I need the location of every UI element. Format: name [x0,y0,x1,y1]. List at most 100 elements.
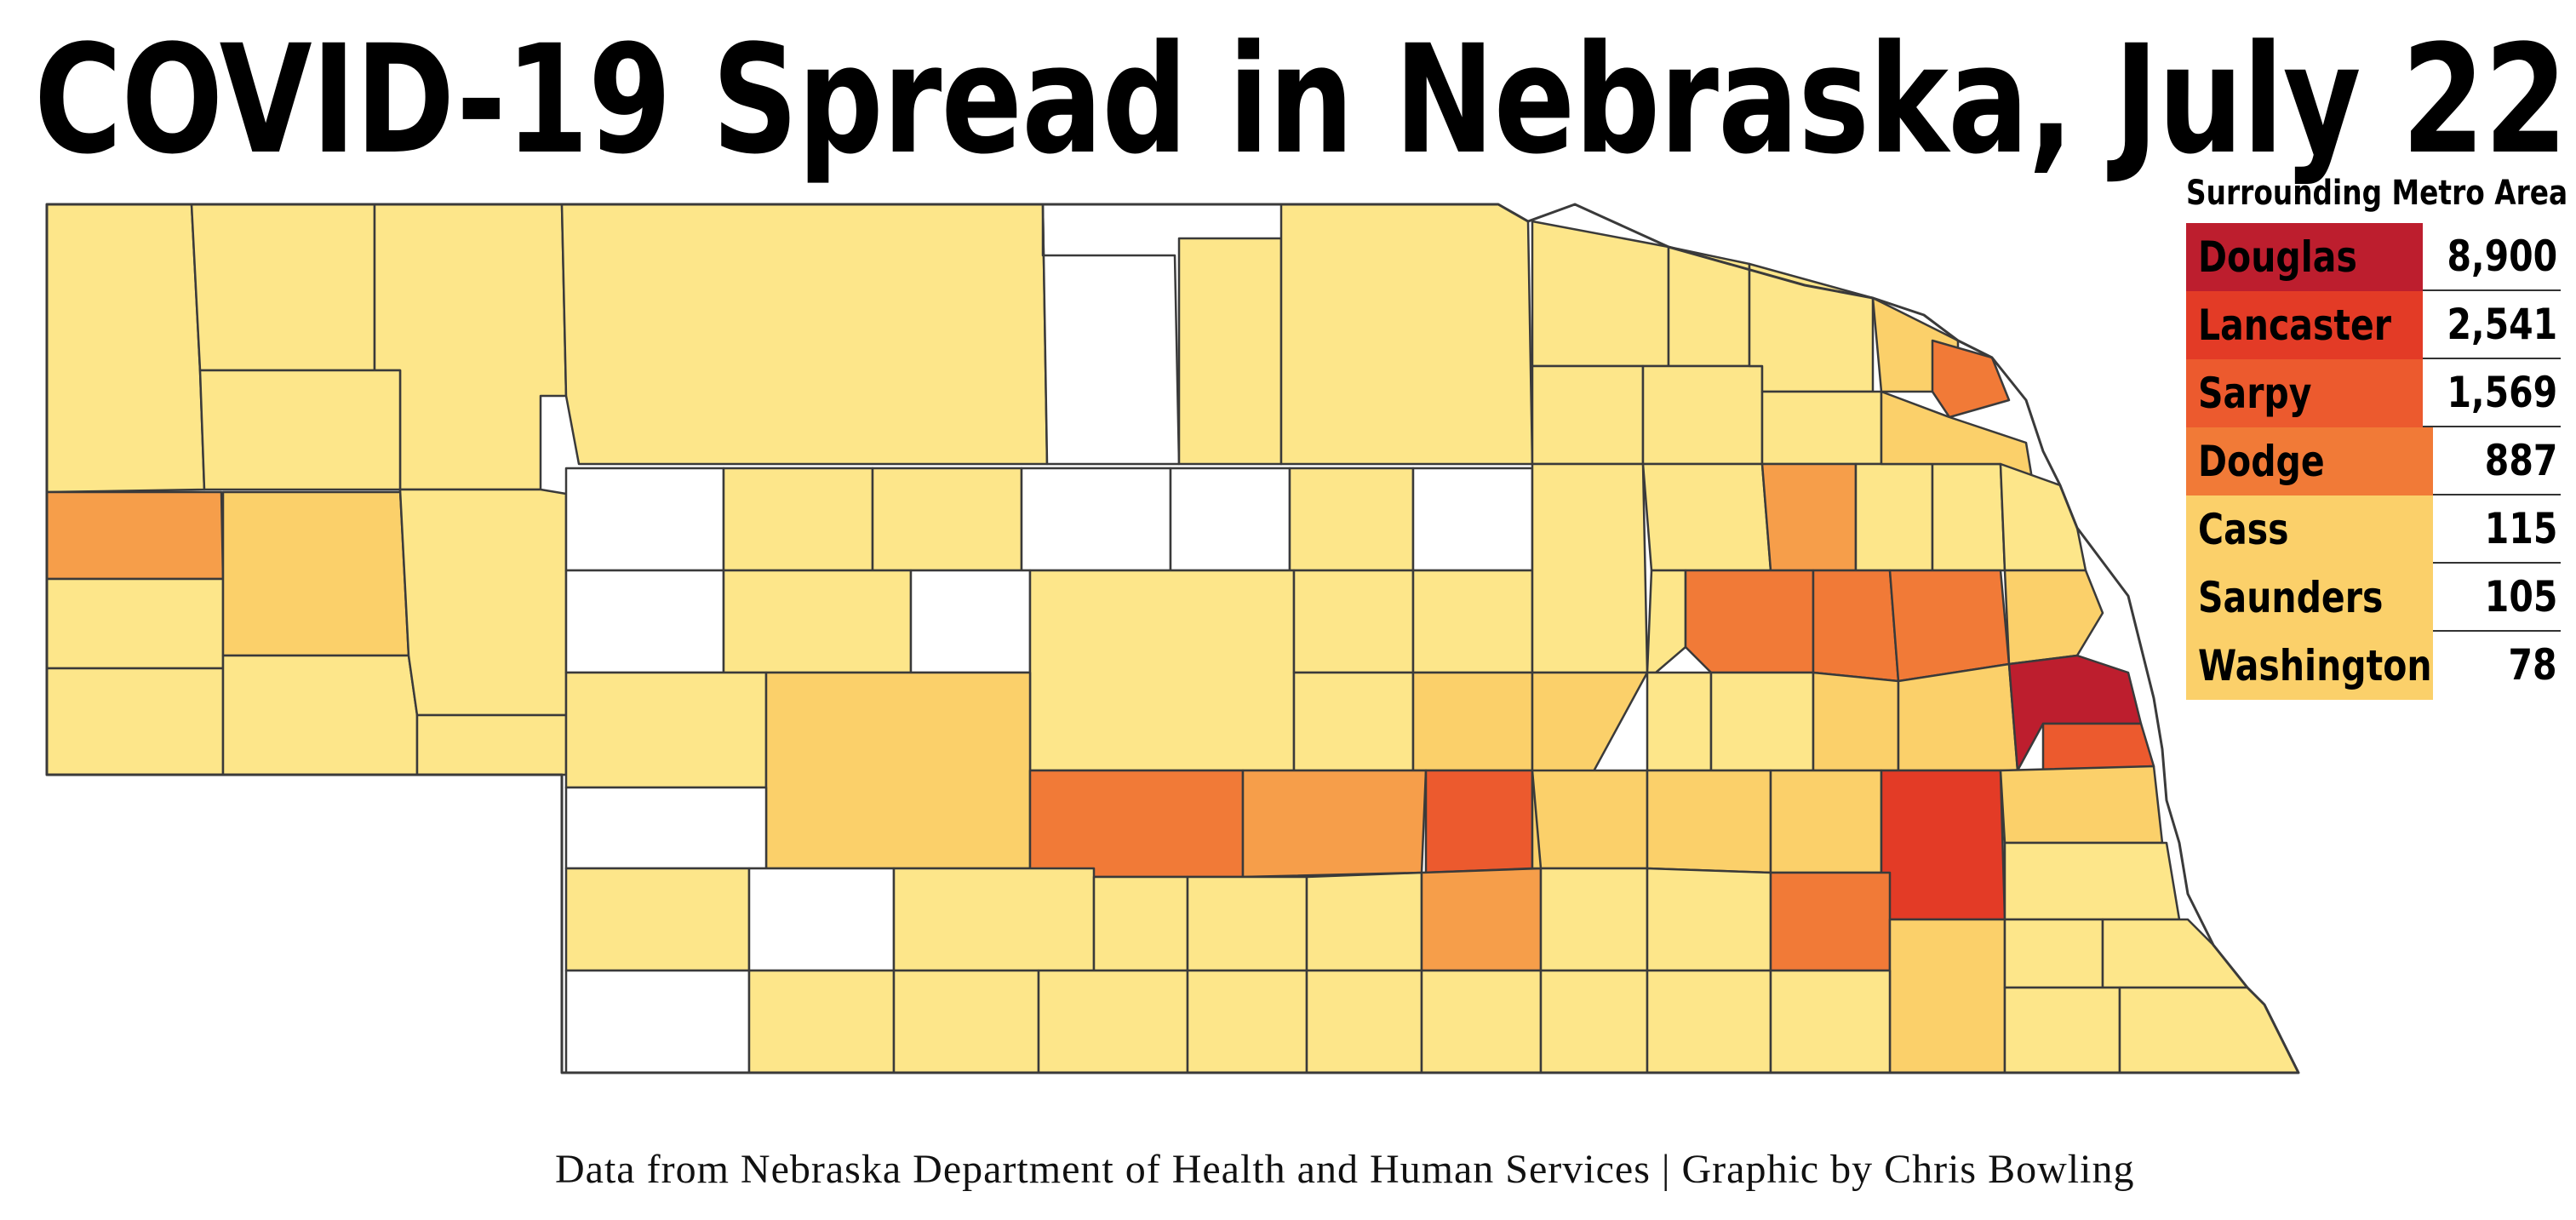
metro-county-label: Washington [2198,641,2432,690]
metro-cases-label: 8,900 [2447,232,2557,281]
county-shape [1999,462,2087,572]
county-shape [892,969,1040,1074]
county-shape [1305,871,1423,972]
county-shape [1539,969,1649,1074]
metro-cases-label: 887 [2484,436,2557,485]
county-shape [2003,841,2181,921]
county-shape [2101,918,2249,989]
metro-county-cases: 105 [2433,564,2561,632]
county-shape [1020,467,1172,572]
county-shape [747,867,896,972]
county-shape [747,969,896,1074]
metro-county-label: Sarpy [2198,369,2312,418]
metro-cases-label: 2,541 [2447,300,2557,349]
county-shape [221,488,410,657]
metro-cases-label: 105 [2484,572,2557,621]
county-shape [2003,918,2104,989]
county-shape [1667,245,1751,368]
county-shape [1539,867,1649,972]
county-shape [190,203,376,372]
metro-county-name: Lancaster [2186,291,2423,359]
county-shape [1411,569,1534,674]
county-shape [564,867,751,972]
county-shape [1748,262,1875,393]
county-shape [1186,875,1308,972]
county-shape [1292,569,1415,674]
metro-county-label: Douglas [2198,232,2357,282]
county-shape [1288,467,1415,572]
county-shape [1684,569,1815,674]
county-shape [1305,969,1423,1074]
county-shape [198,369,402,491]
county-shape [1854,462,1934,572]
county-shape [45,203,206,494]
county-shape [1411,671,1534,772]
county-shape [1092,875,1189,972]
metro-table-row: Lancaster 2,541 [2186,291,2561,359]
metro-county-label: Dodge [2198,437,2325,486]
county-shape [1709,671,1815,772]
county-shape [1028,569,1296,772]
county-shape [1279,203,1534,466]
county-shape [1028,769,1245,879]
metro-table-row: Saunders 105 [2186,564,2561,632]
county-shape [564,569,725,674]
metro-county-cases: 115 [2433,495,2561,564]
county-shape [45,577,225,670]
metro-county-name: Saunders [2186,564,2433,632]
county-shape [1931,462,2006,572]
metro-table-row: Washington 78 [2186,632,2561,700]
county-shape [1420,867,1543,972]
county-shape [722,467,874,572]
county-shape [373,203,568,491]
county-shape [1169,467,1291,572]
county-shape [1999,765,2164,845]
metro-table-row: Sarpy 1,569 [2186,359,2561,427]
county-shape [1420,969,1543,1074]
metro-table-row: Cass 115 [2186,495,2561,564]
county-shape [1812,671,1900,772]
metro-table-row: Dodge 887 [2186,427,2561,495]
county-shape [415,713,568,776]
county-shape [1411,467,1534,572]
metro-county-label: Saunders [2198,573,2384,622]
county-shape [564,467,725,572]
county-shape [1931,339,2011,419]
county-shape [1646,569,1687,674]
county-shape [764,671,1032,870]
metro-county-cases: 8,900 [2422,223,2561,291]
metro-county-name: Sarpy [2186,359,2423,427]
metro-county-cases: 1,569 [2422,359,2561,427]
metro-table-rows: Douglas 8,900 Lancaster 2,541 Sarpy 1,569 Dodg… [2186,223,2561,700]
county-shape [1424,769,1534,874]
page-title: COVID-19 Spread in Nebraska, July 22 [34,13,2567,187]
county-shape [1531,220,1670,368]
county-shape [564,969,751,1074]
county-shape [1177,237,1283,466]
county-shape [221,654,419,776]
metro-county-name: Dodge [2186,427,2433,495]
county-shape [45,667,225,776]
state-outline [45,203,2300,1074]
metro-table-row: Douglas 8,900 [2186,223,2561,291]
metro-area-table: Surrounding Metro Area Douglas 8,900 Lanca… [2186,174,2567,700]
metro-county-cases: 78 [2433,632,2561,700]
county-shape [1880,769,2006,921]
county-shape [1888,569,2011,683]
county-shape [1646,769,1772,874]
county-shape [1641,462,1772,572]
county-shape [1531,462,1649,674]
county-shape [1646,969,1772,1074]
metro-cases-label: 78 [2508,640,2557,690]
county-shape [2041,722,2155,772]
county-shape [892,867,1096,972]
metro-county-name: Cass [2186,495,2433,564]
county-shape [564,786,768,870]
county-shape [1760,462,1858,572]
county-shape [1186,969,1308,1074]
county-shape [560,203,1049,466]
county-shape [1769,969,1892,1074]
metro-cases-label: 1,569 [2447,368,2557,417]
county-shape [45,490,225,581]
